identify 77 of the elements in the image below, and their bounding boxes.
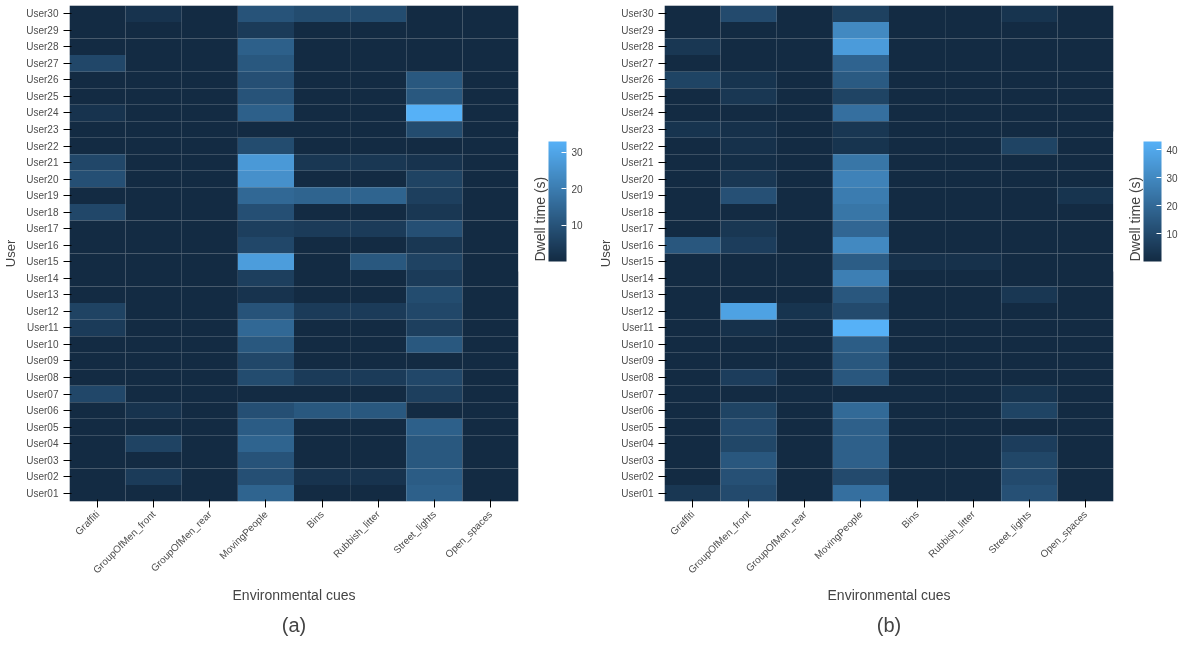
y-tick-label: User16 bbox=[26, 239, 59, 251]
y-tick-label: User05 bbox=[621, 421, 654, 433]
y-axis-title: User bbox=[3, 239, 19, 268]
x-tick-label: Bins bbox=[304, 508, 326, 531]
y-tick-label: User08 bbox=[26, 372, 59, 383]
y-tick-label: User20 bbox=[26, 173, 59, 185]
y-tick-label: User27 bbox=[621, 57, 654, 69]
y-tick-label: User01 bbox=[621, 487, 654, 499]
y-tick-label: User17 bbox=[621, 223, 654, 235]
color-bar-title: Dwell time (s) bbox=[1126, 176, 1143, 262]
color-bar-label: 10 bbox=[1166, 228, 1179, 240]
y-tick-label: User26 bbox=[621, 74, 654, 86]
y-tick-label: User01 bbox=[26, 487, 59, 499]
y-tick-label: User10 bbox=[621, 338, 654, 350]
y-tick-label: User13 bbox=[621, 289, 654, 301]
color-bar-label: 30 bbox=[1166, 172, 1179, 184]
y-tick-label: User06 bbox=[621, 405, 654, 417]
y-tick-label: User28 bbox=[26, 41, 59, 53]
y-tick-label: User25 bbox=[621, 90, 654, 102]
color-bar-title: Dwell time (s) bbox=[531, 176, 548, 262]
y-tick-label: User11 bbox=[622, 322, 654, 334]
y-tick-label: User21 bbox=[621, 157, 654, 169]
y-axis-title: User bbox=[598, 239, 614, 268]
y-tick-label: User30 bbox=[26, 8, 59, 20]
y-tick-label: User23 bbox=[26, 124, 59, 135]
y-tick-label: User18 bbox=[621, 206, 654, 218]
color-bar-label: 20 bbox=[571, 183, 584, 195]
y-tick-label: User24 bbox=[26, 107, 59, 119]
y-tick-label: User29 bbox=[621, 24, 654, 36]
y-tick-label: User12 bbox=[621, 305, 654, 317]
y-tick-label: User09 bbox=[26, 355, 59, 367]
y-tick-label: User09 bbox=[621, 355, 654, 367]
y-tick-label: User29 bbox=[26, 24, 59, 36]
color-bar-label: 30 bbox=[571, 147, 584, 159]
y-tick-label: User16 bbox=[621, 239, 654, 251]
y-tick-label: User07 bbox=[26, 388, 59, 400]
y-tick-label: User04 bbox=[26, 438, 59, 450]
y-tick-label: User10 bbox=[26, 338, 59, 350]
x-axis-title: Environmental cues bbox=[232, 587, 356, 604]
color-bar-label: 20 bbox=[1166, 200, 1179, 212]
y-tick-label: User08 bbox=[621, 372, 654, 383]
y-tick-label: User28 bbox=[621, 41, 654, 53]
y-tick-label: User26 bbox=[26, 74, 59, 86]
y-tick-label: User11 bbox=[27, 322, 59, 334]
y-tick-label: User22 bbox=[26, 140, 59, 152]
y-tick-label: User06 bbox=[26, 405, 59, 417]
y-tick-label: User20 bbox=[621, 173, 654, 185]
y-tick-label: User27 bbox=[26, 57, 59, 69]
y-tick-label: User19 bbox=[26, 190, 59, 202]
y-tick-label: User04 bbox=[621, 438, 654, 450]
y-tick-label: User15 bbox=[26, 256, 59, 268]
text: (a) bbox=[281, 613, 307, 636]
y-tick-label: User13 bbox=[26, 289, 59, 301]
y-tick-label: User17 bbox=[26, 223, 59, 235]
y-tick-label: User05 bbox=[26, 421, 59, 433]
color-bar-label: 10 bbox=[571, 220, 584, 232]
y-tick-label: User23 bbox=[621, 124, 654, 135]
color-bar-label: 40 bbox=[1166, 144, 1179, 156]
y-tick-label: User03 bbox=[621, 454, 654, 466]
y-tick-label: User12 bbox=[26, 305, 59, 317]
y-tick-label: User24 bbox=[621, 107, 654, 119]
y-tick-label: User02 bbox=[621, 471, 654, 483]
y-tick-label: User25 bbox=[26, 90, 59, 102]
y-tick-label: User07 bbox=[621, 388, 654, 400]
y-tick-label: User19 bbox=[621, 190, 654, 202]
y-tick-label: User15 bbox=[621, 256, 654, 268]
y-tick-label: User21 bbox=[26, 157, 59, 169]
y-tick-label: User18 bbox=[26, 206, 59, 218]
text: (b) bbox=[876, 613, 902, 636]
y-tick-label: User14 bbox=[26, 272, 59, 284]
x-axis-title: Environmental cues bbox=[827, 587, 951, 604]
y-tick-label: User14 bbox=[621, 272, 654, 284]
y-tick-label: User22 bbox=[621, 140, 654, 152]
y-tick-label: User02 bbox=[26, 471, 59, 483]
y-tick-label: User30 bbox=[621, 8, 654, 20]
y-tick-label: User03 bbox=[26, 454, 59, 466]
x-tick-label: Bins bbox=[899, 508, 921, 531]
